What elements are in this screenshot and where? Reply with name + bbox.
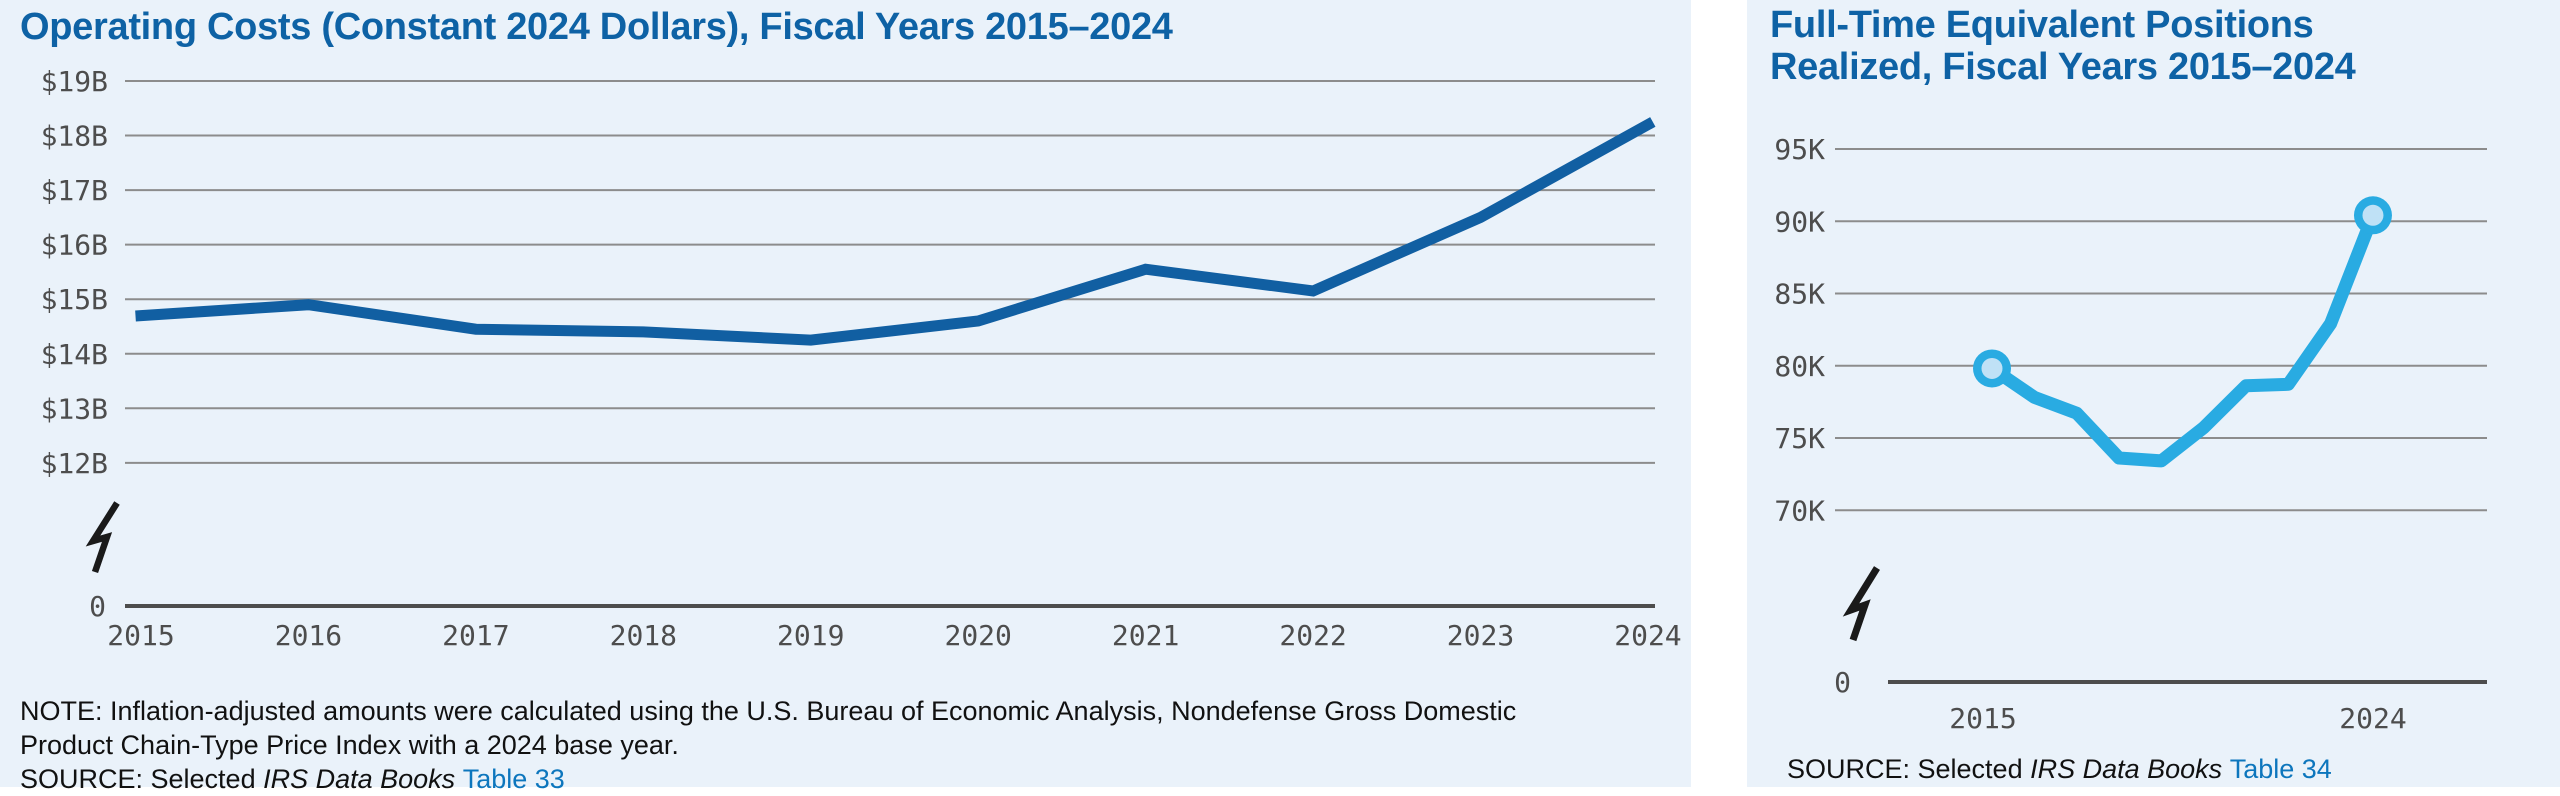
source-line: SOURCE: Selected IRS Data Books Table 33 <box>20 762 1516 796</box>
y-axis-tick-label: $14B <box>41 338 108 371</box>
fte-positions-title: Full-Time Equivalent Positions Realized,… <box>1770 4 2356 88</box>
x-axis-tick-label: 2019 <box>777 619 844 652</box>
x-axis-tick-label: 2017 <box>442 619 509 652</box>
source-publication: IRS Data Books <box>263 764 456 794</box>
y-axis-tick-label: 95K <box>1774 133 1825 166</box>
x-axis-tick-label: 2015 <box>1949 702 2016 735</box>
x-axis-tick-label: 2015 <box>107 619 174 652</box>
y-axis-tick-label: $17B <box>41 174 108 207</box>
y-axis-tick-label: $15B <box>41 283 108 316</box>
source-space <box>2222 754 2230 784</box>
data-line <box>1985 208 2380 468</box>
source-prefix: SOURCE: Selected <box>1787 754 2031 784</box>
fte-title-line-2: Realized, Fiscal Years 2015–2024 <box>1770 46 2356 88</box>
note-line-1: NOTE: Inflation-adjusted amounts were ca… <box>20 696 1517 726</box>
fte-positions-line-chart: 95K 90K 85K 80K 75K 70K 0 2015 2024 <box>1774 133 2487 735</box>
x-axis-tick-label: 2023 <box>1447 619 1514 652</box>
fte-source-line: SOURCE: Selected IRS Data Books Table 34 <box>1787 752 2332 786</box>
endpoint-dot-fill <box>1981 357 2003 379</box>
x-axis-tick-label: 2021 <box>1112 619 1179 652</box>
y-axis-tick-label: $18B <box>41 120 108 153</box>
source-space <box>455 764 463 794</box>
source-publication: IRS Data Books <box>2030 754 2223 784</box>
operating-costs-note: NOTE: Inflation-adjusted amounts were ca… <box>20 694 1516 796</box>
x-axis-tick-label: 2024 <box>2339 702 2406 735</box>
y-axis-tick-label: $16B <box>41 229 108 262</box>
y-axis-tick-label: $12B <box>41 447 108 480</box>
y-axis-zero-label: 0 <box>1834 666 1851 699</box>
y-axis-tick-label: 85K <box>1774 278 1825 311</box>
axis-break-icon <box>1842 566 1880 642</box>
fte-positions-panel: Full-Time Equivalent Positions Realized,… <box>1747 0 2560 787</box>
x-axis-tick-label: 2020 <box>944 619 1011 652</box>
y-axis-tick-label: 70K <box>1774 494 1825 527</box>
y-axis-tick-label: $19B <box>41 65 108 98</box>
data-line <box>135 117 1656 346</box>
x-axis-tick-label: 2024 <box>1614 619 1681 652</box>
y-axis-tick-label: 75K <box>1774 422 1825 455</box>
endpoint-dot-fill <box>2362 204 2384 226</box>
y-axis-tick-label: $13B <box>41 392 108 425</box>
operating-costs-title: Operating Costs (Constant 2024 Dollars),… <box>20 6 1173 48</box>
x-axis-tick-label: 2018 <box>610 619 677 652</box>
note-line-2: Product Chain-Type Price Index with a 20… <box>20 730 679 760</box>
y-axis-tick-label: 90K <box>1774 205 1825 238</box>
table-34-link[interactable]: Table 34 <box>2229 754 2332 784</box>
x-axis-tick-label: 2022 <box>1279 619 1346 652</box>
y-axis-tick-label: 80K <box>1774 350 1825 383</box>
axis-break-icon <box>85 501 120 574</box>
operating-costs-panel: Operating Costs (Constant 2024 Dollars),… <box>0 0 1691 794</box>
y-axis-zero-label: 0 <box>89 590 106 623</box>
x-axis-tick-label: 2016 <box>275 619 342 652</box>
source-prefix: SOURCE: Selected <box>20 764 264 794</box>
fte-title-line-1: Full-Time Equivalent Positions <box>1770 4 2314 46</box>
table-33-link[interactable]: Table 33 <box>462 764 565 794</box>
